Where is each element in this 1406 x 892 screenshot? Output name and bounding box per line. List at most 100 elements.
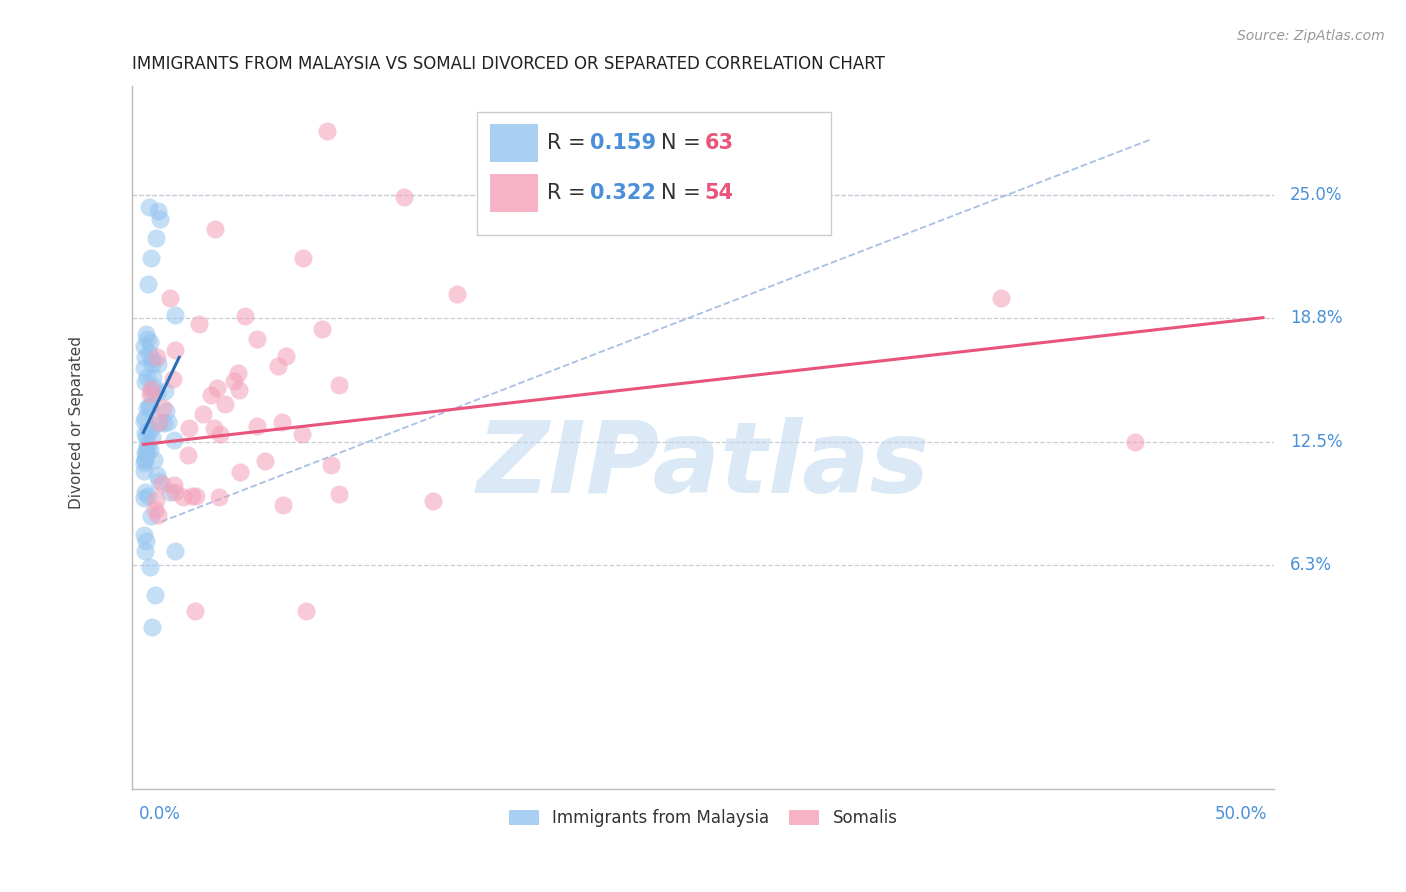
Text: 50.0%: 50.0% (1215, 805, 1267, 823)
Point (142, 380, 165, 394)
Text: 25.0%: 25.0% (1289, 186, 1343, 203)
FancyBboxPatch shape (489, 174, 537, 211)
Point (134, 446, 156, 460)
Text: ZIPatlas: ZIPatlas (477, 417, 929, 514)
Point (139, 560, 162, 574)
Point (141, 251, 163, 265)
Point (233, 310, 256, 324)
Point (246, 418, 269, 433)
Point (291, 426, 314, 441)
Point (149, 211, 172, 226)
Point (139, 382, 162, 396)
Point (152, 417, 174, 431)
Point (132, 360, 155, 375)
Point (163, 308, 186, 322)
Point (135, 445, 157, 459)
FancyBboxPatch shape (477, 112, 831, 235)
Text: R =: R = (547, 183, 592, 202)
Point (139, 443, 162, 458)
Point (145, 385, 167, 400)
Point (990, 291, 1012, 305)
Point (162, 372, 184, 386)
Point (145, 493, 167, 508)
Point (271, 498, 294, 512)
Point (138, 345, 160, 359)
Point (157, 416, 180, 430)
Point (141, 352, 163, 367)
Point (177, 421, 200, 435)
Point (132, 491, 155, 505)
Text: Divorced or Separated: Divorced or Separated (69, 336, 84, 509)
Point (135, 369, 157, 384)
Point (209, 427, 232, 442)
Point (184, 489, 207, 503)
Point (422, 493, 444, 508)
Point (200, 388, 222, 402)
Point (152, 477, 174, 491)
Point (134, 410, 156, 425)
Point (136, 401, 159, 415)
Point (446, 286, 468, 301)
Text: 18.8%: 18.8% (1289, 309, 1343, 326)
Point (143, 452, 166, 467)
Point (132, 463, 155, 477)
Point (295, 604, 318, 618)
Point (141, 620, 163, 634)
Text: 63: 63 (704, 134, 734, 153)
Point (143, 588, 166, 602)
Point (141, 357, 163, 371)
Point (139, 423, 162, 437)
Point (229, 465, 252, 479)
Text: Source: ZipAtlas.com: Source: ZipAtlas.com (1237, 29, 1385, 43)
Point (207, 490, 229, 504)
Point (146, 467, 169, 482)
Point (159, 484, 181, 499)
Point (134, 456, 156, 470)
Point (138, 399, 160, 413)
Point (134, 544, 156, 558)
Point (146, 203, 169, 218)
Point (148, 416, 170, 430)
Point (276, 349, 298, 363)
Point (148, 415, 170, 429)
Point (321, 458, 343, 473)
Point (138, 386, 160, 401)
Point (148, 475, 170, 489)
Text: IMMIGRANTS FROM MALAYSIA VS SOMALI DIVORCED OR SEPARATED CORRELATION CHART: IMMIGRANTS FROM MALAYSIA VS SOMALI DIVOR… (132, 55, 884, 73)
Point (214, 397, 236, 411)
Point (145, 231, 167, 245)
Point (328, 378, 350, 392)
Point (1125, 435, 1147, 450)
Point (202, 421, 225, 435)
Text: 0.0%: 0.0% (139, 805, 181, 823)
Point (246, 332, 269, 346)
Point (267, 359, 290, 374)
Text: 0.159: 0.159 (591, 134, 657, 153)
Point (226, 367, 249, 381)
Point (132, 528, 155, 542)
Point (163, 343, 186, 357)
Point (132, 339, 155, 353)
Text: 0.322: 0.322 (591, 183, 657, 202)
Point (270, 416, 292, 430)
Point (138, 200, 160, 214)
Point (141, 387, 163, 401)
Text: N =: N = (661, 134, 707, 153)
Point (141, 430, 163, 444)
Text: 54: 54 (704, 183, 734, 202)
Point (159, 291, 181, 305)
Point (136, 424, 159, 438)
Point (134, 453, 156, 467)
Point (134, 425, 156, 440)
Point (146, 350, 169, 364)
Point (135, 441, 157, 455)
Point (184, 604, 207, 618)
Point (141, 509, 163, 524)
Point (394, 190, 416, 204)
Point (191, 408, 214, 422)
Text: N =: N = (661, 183, 707, 202)
Text: 12.5%: 12.5% (1289, 434, 1343, 451)
Point (228, 383, 250, 397)
Point (146, 357, 169, 371)
Point (136, 277, 159, 291)
